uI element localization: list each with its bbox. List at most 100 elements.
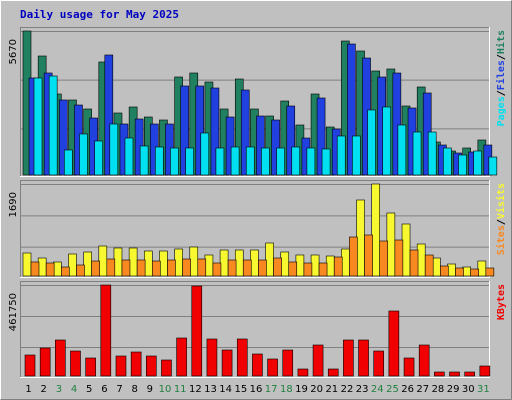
bar-kbytes-day-31 <box>479 365 491 377</box>
bar-sites-day-30 <box>470 268 479 277</box>
bar-kbytes-day-24 <box>373 350 385 377</box>
bar-visits-day-25 <box>386 212 396 277</box>
bar-kbytes-day-6 <box>100 284 112 377</box>
bar-pages-day-3 <box>64 149 73 176</box>
bar-kbytes-day-17 <box>267 358 278 377</box>
legend-visits-sites: Sites/Visits <box>495 183 507 255</box>
x-tick-label-5: 5 <box>86 384 92 395</box>
x-tick-label-7: 7 <box>116 384 122 395</box>
bar-visits-day-2 <box>37 257 47 277</box>
bar-visits-day-7 <box>113 247 123 277</box>
bar-sites-day-12 <box>197 258 207 277</box>
bar-kbytes-day-18 <box>282 349 294 377</box>
bar-pages-day-23 <box>367 109 376 176</box>
bar-kbytes-day-16 <box>252 353 263 377</box>
bar-sites-day-28 <box>440 265 449 277</box>
bar-pages-day-12 <box>200 132 210 176</box>
bar-sites-day-7 <box>121 259 131 277</box>
bar-files-day-18 <box>286 105 296 176</box>
bar-visits-day-9 <box>143 250 153 277</box>
bar-files-day-11 <box>180 85 189 176</box>
bar-pages-day-21 <box>336 135 346 176</box>
bar-files-day-3 <box>59 99 68 176</box>
bar-pages-day-25 <box>397 124 407 176</box>
chart-title: Daily usage for May 2025 <box>20 8 179 21</box>
legend-kbytes: KBytes <box>496 284 507 320</box>
bar-sites-day-29 <box>455 267 464 277</box>
bar-pages-day-7 <box>124 137 134 176</box>
bar-pages-day-18 <box>291 146 301 176</box>
legend-separator: / <box>496 90 507 96</box>
legend-entry-pages: Pages <box>496 96 507 126</box>
legend-entry-files: Files <box>495 60 507 90</box>
bar-kbytes-day-20 <box>312 344 324 377</box>
legend-entry-sites: Sites <box>495 225 507 255</box>
bar-files-day-25 <box>392 72 402 176</box>
bar-kbytes-day-25 <box>388 310 400 377</box>
x-tick-label-27: 27 <box>416 384 429 395</box>
bar-kbytes-day-12 <box>191 285 203 377</box>
x-tick-label-16: 16 <box>250 384 263 395</box>
bar-visits-day-24 <box>371 183 381 277</box>
bar-visits-day-12 <box>189 246 199 277</box>
x-tick-label-26: 26 <box>401 384 414 395</box>
x-tick-label-6: 6 <box>101 384 107 395</box>
bar-kbytes-day-8 <box>130 351 142 377</box>
bar-kbytes-day-13 <box>206 338 218 377</box>
bar-pages-day-22 <box>352 135 361 176</box>
bar-kbytes-day-19 <box>297 368 309 377</box>
x-tick-label-1: 1 <box>25 384 31 395</box>
bar-kbytes-day-9 <box>145 355 157 377</box>
bar-sites-day-6 <box>106 258 116 277</box>
bar-visits-day-15 <box>234 249 244 277</box>
bar-pages-day-27 <box>427 131 437 176</box>
bar-sites-day-16 <box>258 259 267 277</box>
bar-pages-day-2 <box>48 75 58 176</box>
bar-sites-day-4 <box>76 264 85 277</box>
bar-visits-day-6 <box>98 245 108 277</box>
bar-sites-day-20 <box>318 262 328 277</box>
bar-files-day-20 <box>316 97 326 176</box>
bar-visits-day-5 <box>83 251 92 277</box>
bar-visits-day-27 <box>416 243 426 277</box>
bar-sites-day-2 <box>45 262 55 277</box>
bar-sites-day-27 <box>424 254 434 277</box>
x-tick-label-20: 20 <box>310 384 323 395</box>
bar-kbytes-day-10 <box>161 359 172 377</box>
x-tick-label-4: 4 <box>71 384 77 395</box>
x-tick-label-11: 11 <box>174 384 187 395</box>
bar-sites-day-15 <box>242 259 252 277</box>
bar-visits-day-31 <box>477 260 487 277</box>
bar-visits-day-11 <box>174 248 183 277</box>
bar-visits-day-19 <box>295 254 305 277</box>
x-tick-label-2: 2 <box>41 384 47 395</box>
bar-kbytes-day-28 <box>434 371 445 377</box>
bar-pages-day-19 <box>306 147 316 176</box>
bar-sites-day-13 <box>212 262 222 277</box>
bar-sites-day-24 <box>379 240 389 277</box>
bar-pages-day-14 <box>230 146 240 176</box>
bar-pages-day-30 <box>473 150 482 176</box>
bar-visits-day-28 <box>432 257 441 277</box>
x-tick-label-9: 9 <box>147 384 153 395</box>
bar-visits-day-18 <box>280 251 290 277</box>
bar-visits-day-22 <box>341 248 350 277</box>
x-tick-label-31: 31 <box>477 384 490 395</box>
bar-sites-day-14 <box>227 259 237 277</box>
bar-visits-day-30 <box>462 266 471 277</box>
bar-files-day-13 <box>210 87 220 176</box>
x-tick-label-18: 18 <box>280 384 293 395</box>
bar-pages-day-11 <box>185 147 194 176</box>
bar-files-day-16 <box>256 115 265 176</box>
bar-kbytes-day-26 <box>403 357 415 377</box>
bar-pages-day-6 <box>109 123 119 176</box>
bar-files-day-15 <box>240 89 250 176</box>
legend-entry-visits: Visits <box>495 183 507 219</box>
bar-visits-day-17 <box>265 242 274 277</box>
bar-pages-day-9 <box>154 146 164 176</box>
bar-kbytes-day-2 <box>39 347 51 377</box>
x-tick-label-10: 10 <box>159 384 172 395</box>
legend-entry-kbytes: KBytes <box>496 284 507 320</box>
bar-pages-day-26 <box>412 131 422 176</box>
